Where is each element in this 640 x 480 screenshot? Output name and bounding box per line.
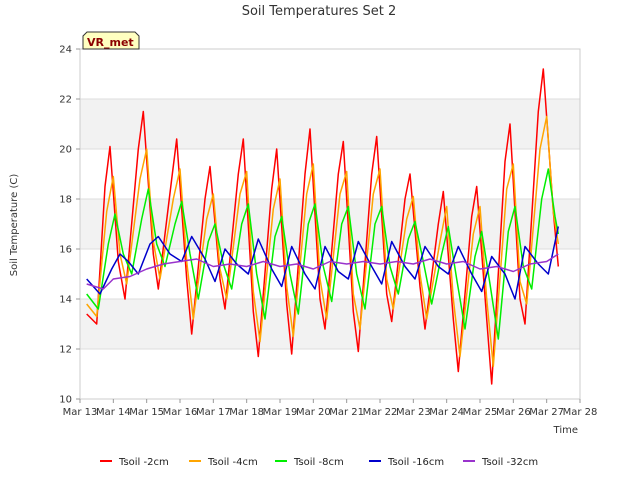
y-tick-label: 14	[59, 295, 72, 306]
y-tick-label: 10	[59, 395, 72, 406]
legend-label: Tsoil -8cm	[293, 457, 344, 468]
plot-band	[80, 49, 580, 99]
legend-label: Tsoil -16cm	[387, 457, 444, 468]
legend-item: Tsoil -8cm	[275, 457, 344, 468]
x-tick-label: Mar 14	[96, 407, 131, 418]
x-axis-title: Time	[553, 425, 578, 436]
series-lines	[86, 68, 560, 385]
x-tick-label: Mar 16	[163, 407, 198, 418]
plot-frame	[79, 48, 581, 400]
series-line	[86, 168, 560, 340]
y-tick-label: 16	[59, 245, 72, 256]
y-axis-title: Soil Temperature (C)	[9, 174, 20, 277]
x-tick-label: Mar 19	[263, 407, 298, 418]
x-tick-label: Mar 23	[396, 407, 431, 418]
x-tick-label: Mar 24	[429, 407, 464, 418]
plot-band	[80, 199, 580, 249]
x-tick-label: Mar 15	[129, 407, 164, 418]
legend-item: Tsoil -16cm	[369, 457, 444, 468]
y-tick-label: 22	[59, 95, 72, 106]
x-tick-label: Mar 17	[196, 407, 231, 418]
y-tick-label: 12	[59, 345, 72, 356]
x-tick-label: Mar 18	[229, 407, 264, 418]
legend-label: Tsoil -32cm	[481, 457, 538, 468]
legend-item: Tsoil -2cm	[100, 457, 169, 468]
station-label: VR_met	[87, 36, 134, 49]
x-tick-label: Mar 22	[363, 407, 398, 418]
x-tick-label: Mar 27	[529, 407, 564, 418]
series-line	[86, 253, 559, 290]
plot-band	[80, 299, 580, 349]
legend: Tsoil -2cm Tsoil -4cm Tsoil -8cm Tsoil -16c…	[100, 457, 538, 468]
legend-item: Tsoil -32cm	[463, 457, 538, 468]
series-line	[86, 68, 560, 385]
y-tick-label: 24	[59, 45, 72, 56]
y-tick-label: 20	[59, 145, 72, 156]
y-tick-label: 18	[59, 195, 72, 206]
legend-label: Tsoil -2cm	[118, 457, 169, 468]
series-line	[86, 226, 560, 300]
plot-band	[80, 349, 580, 399]
x-tick-label: Mar 21	[329, 407, 364, 418]
y-axis-ticks: 10 12 14 16 18 20 22 24	[59, 45, 80, 406]
plot-background	[80, 49, 580, 399]
x-tick-label: Mar 25	[463, 407, 498, 418]
x-tick-label: Mar 28	[563, 407, 598, 418]
legend-label: Tsoil -4cm	[207, 457, 258, 468]
station-label-box: VR_met	[82, 31, 140, 50]
x-tick-label: Mar 13	[63, 407, 98, 418]
x-tick-label: Mar 20	[296, 407, 331, 418]
chart-title: Soil Temperatures Set 2	[242, 4, 397, 19]
plot-band	[80, 149, 580, 199]
legend-item: Tsoil -4cm	[189, 457, 258, 468]
plot-band	[80, 99, 580, 149]
series-line	[86, 115, 560, 368]
x-tick-label: Mar 26	[496, 407, 531, 418]
